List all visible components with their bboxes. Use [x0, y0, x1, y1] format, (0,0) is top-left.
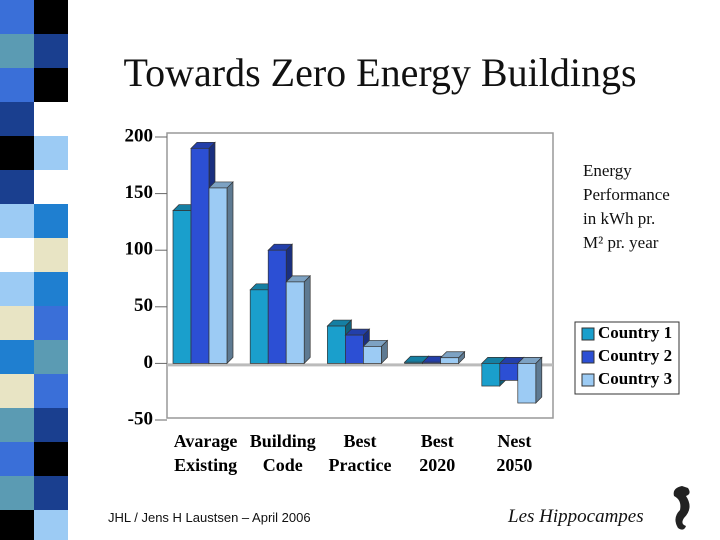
strip-tile: [34, 68, 68, 102]
legend-swatch: [581, 373, 595, 387]
strip-tile: [0, 272, 34, 306]
strip-tile: [0, 0, 34, 34]
legend-label: Country 2: [598, 346, 672, 365]
footer-author: JHL / Jens H Laustsen – April 2006: [108, 510, 311, 525]
x-tick-label: Existing: [174, 455, 237, 475]
strip-tile: [34, 476, 68, 510]
x-tick-label: Best: [344, 431, 377, 451]
footer-brand: Les Hippocampes: [507, 506, 644, 527]
bar-side: [535, 356, 543, 404]
x-tick-label: Best: [421, 431, 454, 451]
strip-tile: [0, 374, 34, 408]
bar: [249, 289, 269, 364]
bar-side: [303, 275, 311, 365]
strip-tile: [0, 102, 34, 136]
axis-note: M² pr. year: [583, 233, 659, 252]
bar: [285, 281, 305, 364]
legend-swatch: [581, 350, 595, 364]
y-tick-label: 100: [125, 239, 154, 260]
x-tick-label: Nest: [497, 431, 531, 451]
strip-tile: [0, 442, 34, 476]
strip-tile: [0, 136, 34, 170]
strip-tile: [0, 170, 34, 204]
bar: [481, 363, 501, 387]
strip-tile: [0, 340, 34, 374]
y-tick-label: -50: [128, 408, 153, 429]
bar: [440, 357, 459, 364]
floor: [167, 363, 553, 367]
strip-tile: [34, 306, 68, 340]
strip-tile: [34, 136, 68, 170]
strip-tile: [34, 272, 68, 306]
axis-note: Performance: [583, 185, 670, 204]
strip-tile: [34, 408, 68, 442]
strip-tile: [34, 374, 68, 408]
x-tick-label: 2050: [496, 455, 532, 475]
strip-tile: [0, 408, 34, 442]
strip-tile: [34, 442, 68, 476]
x-tick-label: Practice: [329, 455, 392, 475]
axis-note: in kWh pr.: [583, 209, 655, 228]
strip-tile: [34, 170, 68, 204]
y-tick-label: 0: [144, 352, 154, 373]
bar: [517, 363, 537, 404]
decor-strip: [0, 0, 68, 540]
bar: [327, 325, 346, 364]
bar: [267, 249, 287, 364]
bar: [404, 361, 423, 364]
x-tick-label: Avarage: [174, 431, 238, 451]
strip-tile: [34, 34, 68, 68]
legend-swatch: [581, 327, 595, 341]
x-tick-label: Building: [250, 431, 316, 451]
bar: [190, 147, 210, 364]
bar: [363, 346, 382, 364]
legend-label: Country 1: [598, 323, 672, 342]
strip-tile: [34, 238, 68, 272]
strip-tile: [0, 204, 34, 238]
bar-side: [226, 181, 234, 365]
y-tick-label: 50: [134, 295, 153, 316]
bar: [499, 363, 519, 381]
seahorse-icon: [673, 486, 690, 530]
strip-tile: [34, 0, 68, 34]
bar: [345, 334, 364, 364]
x-tick-label: 2020: [419, 455, 455, 475]
bar: [422, 361, 441, 364]
y-tick-label: 200: [125, 125, 154, 146]
axis-note: Energy: [583, 161, 632, 180]
bar: [208, 187, 228, 364]
strip-tile: [0, 68, 34, 102]
legend: Country 1 Country 2 Country 3: [574, 321, 680, 395]
legend-label: Country 3: [598, 369, 672, 388]
x-tick-label: Code: [263, 455, 303, 475]
strip-tile: [0, 306, 34, 340]
strip-tile: [34, 340, 68, 374]
strip-tile: [34, 510, 68, 540]
strip-tile: [0, 34, 34, 68]
slide-title: Towards Zero Energy Buildings: [123, 50, 636, 95]
strip-tile: [0, 476, 34, 510]
strip-tile: [34, 102, 68, 136]
bar: [172, 210, 192, 364]
strip-tile: [34, 204, 68, 238]
y-tick-label: 150: [125, 182, 154, 203]
strip-tile: [0, 238, 34, 272]
strip-tile: [0, 510, 34, 540]
